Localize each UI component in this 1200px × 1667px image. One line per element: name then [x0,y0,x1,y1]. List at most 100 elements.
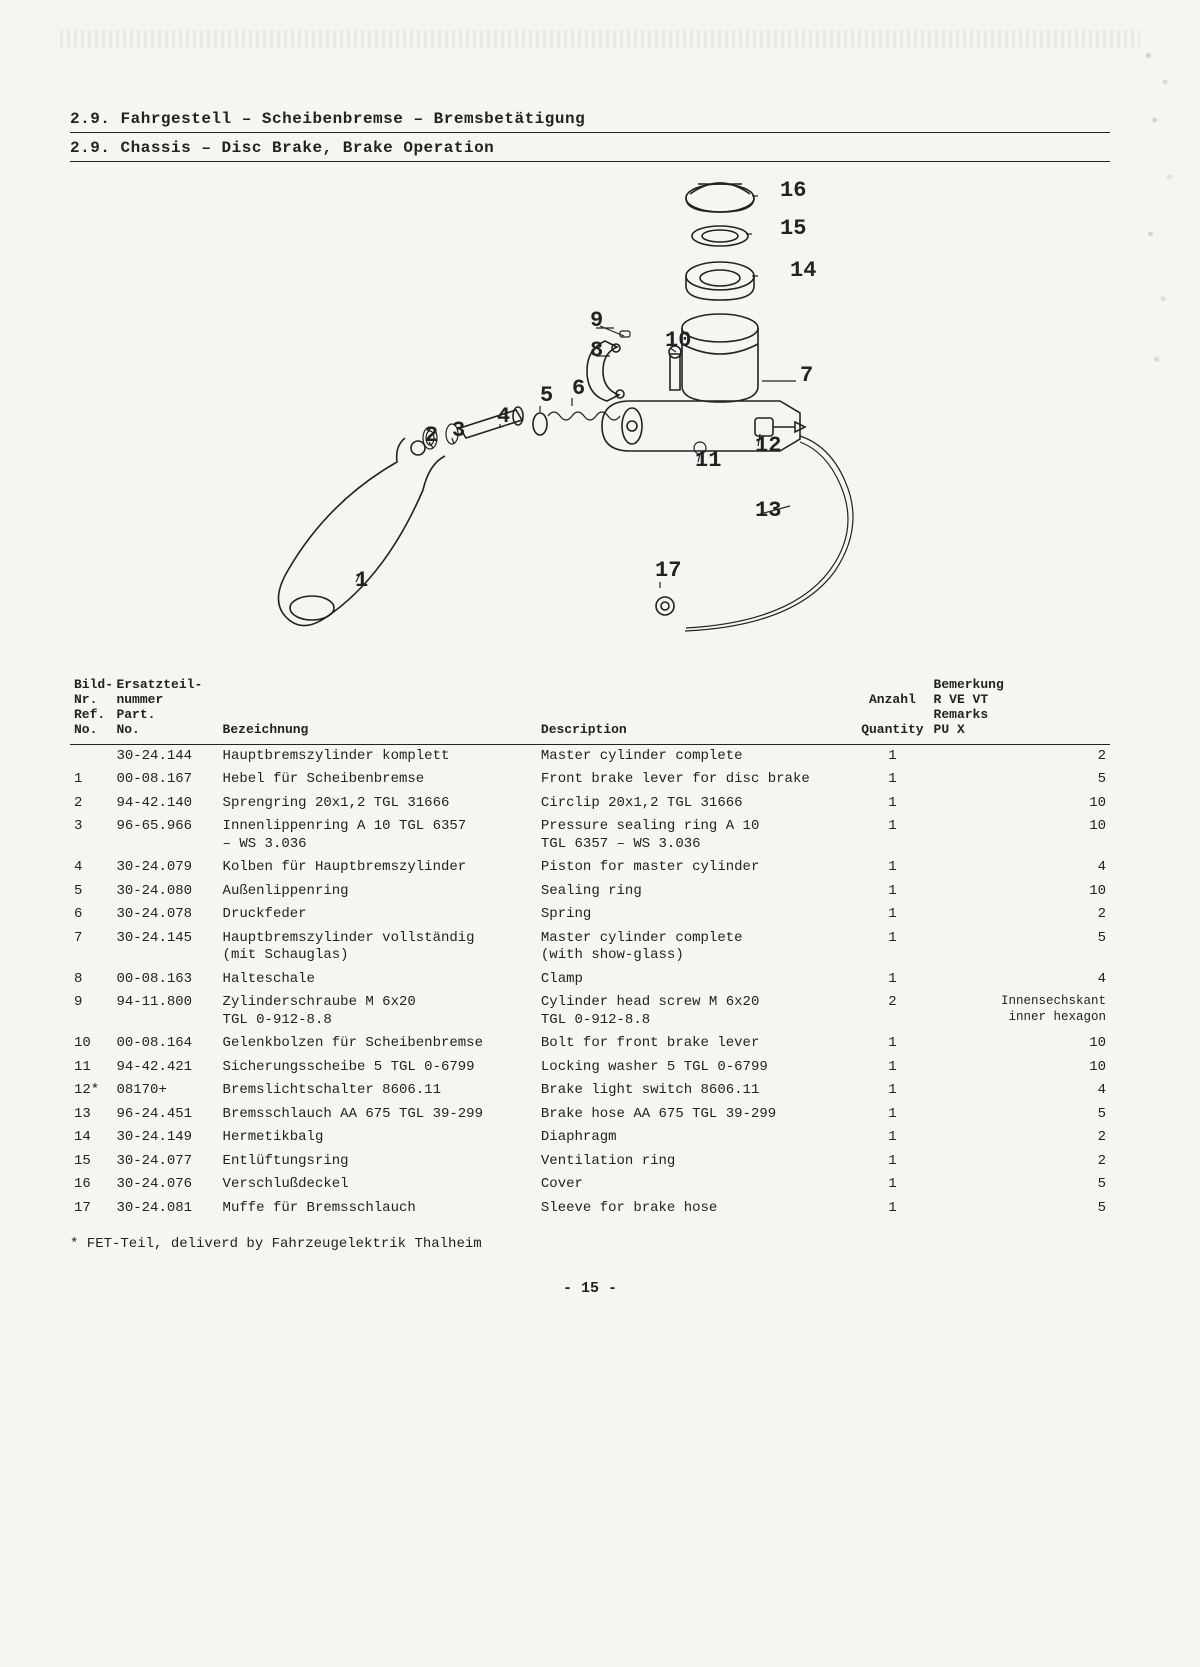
cell: Cylinder head screw M 6x20 TGL 0-912-8.8 [537,991,855,1032]
diagram-callout: 1 [355,568,368,593]
cell: Entlüftungsring [219,1150,537,1174]
table-row: 1396-24.451Bremsschlauch AA 675 TGL 39-2… [70,1103,1110,1127]
cell: Hauptbremszylinder komplett [219,744,537,768]
cell: Sleeve for brake hose [537,1197,855,1221]
cell: 4 [930,856,1110,880]
cell: 4 [930,1079,1110,1103]
table-row: 1730-24.081Muffe für BremsschlauchSleeve… [70,1197,1110,1221]
cell: 1 [855,1173,929,1197]
cell: 96-24.451 [112,1103,218,1127]
cell: 00-08.163 [112,968,218,992]
diagram-callout: 14 [790,258,816,283]
diagram-callout: 12 [755,433,781,458]
exploded-diagram: 1234567891011121314151617 [200,176,980,636]
cell: Pressure sealing ring A 10 TGL 6357 – WS… [537,815,855,856]
diagram-callout: 8 [590,338,603,363]
cell: Sicherungsscheibe 5 TGL 0-6799 [219,1056,537,1080]
cell: 4 [70,856,112,880]
cell: 94-11.800 [112,991,218,1032]
cell: 1 [855,903,929,927]
heading-en: 2.9. Chassis – Disc Brake, Brake Operati… [70,139,1110,162]
cell: Locking washer 5 TGL 0-6799 [537,1056,855,1080]
cell: 30-24.076 [112,1173,218,1197]
cell: 10 [930,1056,1110,1080]
th-desc: Description [537,676,855,744]
table-row: 1530-24.077EntlüftungsringVentilation ri… [70,1150,1110,1174]
cell: 5 [930,768,1110,792]
cell: 30-24.149 [112,1126,218,1150]
page-number: - 15 - [70,1280,1110,1297]
cell: Bremsschlauch AA 675 TGL 39-299 [219,1103,537,1127]
th-qty: Anzahl Quantity [855,676,929,744]
cell: 2 [930,1150,1110,1174]
cell: 94-42.140 [112,792,218,816]
diagram-callout: 13 [755,498,781,523]
cell: 00-08.167 [112,768,218,792]
cell: 17 [70,1197,112,1221]
cell: 30-24.145 [112,927,218,968]
table-row: 1 00-08.167Hebel für ScheibenbremseFront … [70,768,1110,792]
cell: 15 [70,1150,112,1174]
cell: 9 [70,991,112,1032]
table-row: 30-24.144Hauptbremszylinder komplettMast… [70,744,1110,768]
cell: Innenlippenring A 10 TGL 6357 – WS 3.036 [219,815,537,856]
cell: 2 [855,991,929,1032]
diagram-callout: 4 [497,404,510,429]
cell: 1 [855,1079,929,1103]
cell: Master cylinder complete (with show-glas… [537,927,855,968]
cell: 1 [855,1103,929,1127]
cell: 30-24.080 [112,880,218,904]
table-row: 630-24.078DruckfederSpring12 [70,903,1110,927]
diagram-callout: 17 [655,558,681,583]
cell: 11 [70,1056,112,1080]
cell: Brake hose AA 675 TGL 39-299 [537,1103,855,1127]
cell: 2 [70,792,112,816]
cell: Muffe für Bremsschlauch [219,1197,537,1221]
th-rem: Bemerkung R VE VT Remarks PU X [930,676,1110,744]
diagram-callout: 11 [695,448,721,473]
cell: 4 [930,968,1110,992]
cell: 5 [930,1173,1110,1197]
diagram-callout: 9 [590,308,603,333]
cell: 1 [855,1197,929,1221]
cell: 13 [70,1103,112,1127]
cell: 12* [70,1079,112,1103]
cell: 30-24.077 [112,1150,218,1174]
document-page: 2.9. Fahrgestell – Scheibenbremse – Brem… [0,0,1200,1667]
cell: Front brake lever for disc brake [537,768,855,792]
cell: 96-65.966 [112,815,218,856]
cell: Diaphragm [537,1126,855,1150]
cell: 1 [855,744,929,768]
th-bez: Bezeichnung [219,676,537,744]
cell: Halteschale [219,968,537,992]
cell: Spring [537,903,855,927]
cell: 2 [930,744,1110,768]
cell: 5 [930,1197,1110,1221]
scan-speckle-right [1140,25,1182,405]
cell: 94-42.421 [112,1056,218,1080]
cell: 1 [855,1032,929,1056]
cell: 7 [70,927,112,968]
cell: 2 [930,1126,1110,1150]
th-part: Ersatzteil- nummer Part. No. [112,676,218,744]
th-ref: Bild- Nr. Ref. No. [70,676,112,744]
cell: Cover [537,1173,855,1197]
cell: Druckfeder [219,903,537,927]
cell: Hebel für Scheibenbremse [219,768,537,792]
cell: Verschlußdeckel [219,1173,537,1197]
cell: 1 [855,856,929,880]
cell: Brake light switch 8606.11 [537,1079,855,1103]
cell: 1 [855,927,929,968]
cell: 10 [930,815,1110,856]
cell: 1 [855,1056,929,1080]
cell: 16 [70,1173,112,1197]
cell: 1 [855,768,929,792]
cell: 00-08.164 [112,1032,218,1056]
table-row: 800-08.163HalteschaleClamp14 [70,968,1110,992]
cell: 30-24.081 [112,1197,218,1221]
cell: 30-24.144 [112,744,218,768]
scan-noise-top [60,30,1140,48]
cell: 5 [930,1103,1110,1127]
cell: 10 [70,1032,112,1056]
cell: Hauptbremszylinder vollständig (mit Scha… [219,927,537,968]
